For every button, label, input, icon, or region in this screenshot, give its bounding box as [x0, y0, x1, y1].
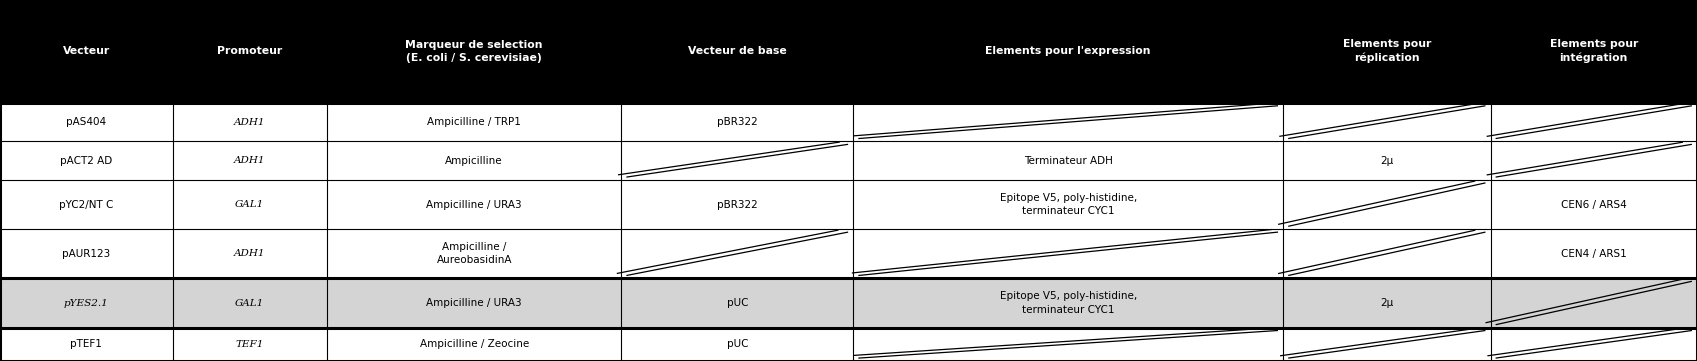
- Text: pYES2.1: pYES2.1: [64, 299, 109, 308]
- Bar: [0, 278, 173, 327]
- Bar: [621, 180, 854, 229]
- Bar: [1283, 327, 1490, 361]
- Text: Epitope V5, poly-histidine,
terminateur CYC1: Epitope V5, poly-histidine, terminateur …: [1000, 193, 1137, 216]
- Text: ADH1: ADH1: [234, 249, 266, 258]
- Bar: [328, 278, 621, 327]
- Bar: [328, 180, 621, 229]
- Text: 2µ: 2µ: [1380, 156, 1393, 166]
- Bar: [854, 229, 1283, 278]
- Bar: [0, 142, 173, 180]
- Text: Elements pour
réplication: Elements pour réplication: [1342, 39, 1431, 64]
- Text: Ampicilline / Zeocine: Ampicilline / Zeocine: [419, 339, 529, 349]
- Bar: [0, 327, 173, 361]
- Bar: [173, 327, 328, 361]
- Bar: [621, 142, 854, 180]
- Text: Promoteur: Promoteur: [217, 47, 282, 56]
- Bar: [1490, 327, 1697, 361]
- Bar: [328, 327, 621, 361]
- Bar: [0, 103, 173, 142]
- Text: pAS404: pAS404: [66, 117, 107, 127]
- Text: CEN6 / ARS4: CEN6 / ARS4: [1561, 200, 1627, 210]
- Text: Elements pour
intégration: Elements pour intégration: [1549, 39, 1638, 64]
- Bar: [1490, 180, 1697, 229]
- Text: Epitope V5, poly-histidine,
terminateur CYC1: Epitope V5, poly-histidine, terminateur …: [1000, 291, 1137, 314]
- Text: pACT2 AD: pACT2 AD: [59, 156, 112, 166]
- Bar: [1283, 278, 1490, 327]
- Bar: [1283, 229, 1490, 278]
- Bar: [328, 229, 621, 278]
- Text: ADH1: ADH1: [234, 156, 266, 165]
- Bar: [854, 278, 1283, 327]
- Text: CEN4 / ARS1: CEN4 / ARS1: [1561, 249, 1627, 259]
- Text: Ampicilline / URA3: Ampicilline / URA3: [426, 298, 523, 308]
- Text: GAL1: GAL1: [236, 299, 265, 308]
- Text: pUC: pUC: [726, 298, 748, 308]
- Bar: [1283, 142, 1490, 180]
- Text: Marqueur de selection
(E. coli / S. cerevisiae): Marqueur de selection (E. coli / S. cere…: [406, 40, 543, 63]
- Bar: [854, 180, 1283, 229]
- Bar: [854, 142, 1283, 180]
- Bar: [854, 327, 1283, 361]
- Bar: [621, 327, 854, 361]
- Bar: [1283, 103, 1490, 142]
- Text: pBR322: pBR322: [716, 117, 757, 127]
- Bar: [0, 0, 1697, 103]
- Bar: [173, 278, 328, 327]
- Text: Ampicilline: Ampicilline: [445, 156, 502, 166]
- Bar: [1283, 180, 1490, 229]
- Text: GAL1: GAL1: [236, 200, 265, 209]
- Bar: [621, 229, 854, 278]
- Bar: [173, 142, 328, 180]
- Bar: [854, 103, 1283, 142]
- Bar: [0, 229, 173, 278]
- Text: Terminateur ADH: Terminateur ADH: [1023, 156, 1113, 166]
- Text: Vecteur de base: Vecteur de base: [687, 47, 787, 56]
- Bar: [0, 180, 173, 229]
- Bar: [328, 103, 621, 142]
- Bar: [1490, 229, 1697, 278]
- Text: pYC2/NT C: pYC2/NT C: [59, 200, 114, 210]
- Bar: [621, 103, 854, 142]
- Bar: [173, 103, 328, 142]
- Text: Ampicilline /
AureobasidinA: Ampicilline / AureobasidinA: [436, 242, 512, 265]
- Text: pTEF1: pTEF1: [70, 339, 102, 349]
- Text: Ampicilline / TRP1: Ampicilline / TRP1: [428, 117, 521, 127]
- Text: ADH1: ADH1: [234, 118, 266, 127]
- Text: pBR322: pBR322: [716, 200, 757, 210]
- Bar: [621, 278, 854, 327]
- Text: Elements pour l'expression: Elements pour l'expression: [986, 47, 1151, 56]
- Bar: [328, 142, 621, 180]
- Bar: [1490, 278, 1697, 327]
- Text: Vecteur: Vecteur: [63, 47, 110, 56]
- Bar: [173, 229, 328, 278]
- Text: TEF1: TEF1: [236, 340, 265, 349]
- Bar: [1490, 103, 1697, 142]
- Text: Ampicilline / URA3: Ampicilline / URA3: [426, 200, 523, 210]
- Text: pAUR123: pAUR123: [63, 249, 110, 259]
- Text: pUC: pUC: [726, 339, 748, 349]
- Bar: [1490, 142, 1697, 180]
- Text: 2µ: 2µ: [1380, 298, 1393, 308]
- Bar: [173, 180, 328, 229]
